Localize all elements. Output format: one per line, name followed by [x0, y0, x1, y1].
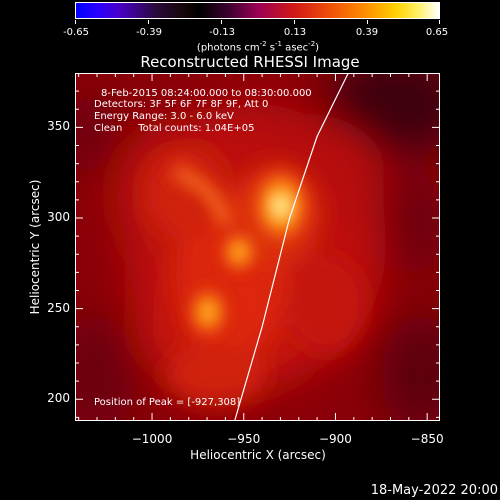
colorbar-tick-label: 0.13	[283, 27, 307, 38]
x-axis-label: Heliocentric X (arcsec)	[190, 448, 326, 462]
x-tick-label: −900	[318, 432, 352, 446]
colorbar-tick-label: -0.39	[136, 27, 162, 38]
y-tick-label: 250	[47, 300, 70, 315]
chart-title: Reconstructed RHESSI Image	[140, 53, 360, 71]
colorbar-tick-label: -0.13	[209, 27, 235, 38]
detectors-text: Detectors: 3F 5F 6F 7F 8F 9F, Att 0	[94, 99, 269, 110]
clean-counts-text: Clean Total counts: 1.04E+05	[94, 123, 255, 134]
plot-overlay	[75, 73, 440, 421]
colorbar-tick-label: -0.65	[63, 27, 89, 38]
x-tick-label: −1000	[131, 432, 173, 446]
y-tick-label: 350	[47, 119, 70, 134]
colorbar-tick	[148, 20, 149, 24]
colorbar-tick	[75, 20, 76, 24]
colorbar-units: (photons cm-2 s-1 asec-2)	[196, 40, 320, 54]
x-tick-label: −850	[410, 432, 444, 446]
heatmap-image	[76, 74, 439, 420]
x-tick-label: −950	[227, 432, 261, 446]
energy-range-text: Energy Range: 3.0 - 6.0 keV	[94, 111, 234, 122]
y-tick-label: 200	[47, 391, 70, 406]
colorbar-tick-label: 0.65	[425, 27, 449, 38]
plot-area	[75, 73, 440, 421]
colorbar-tick	[367, 20, 368, 24]
peak-position-text: Position of Peak = [-927,308]	[94, 397, 241, 408]
timestamp: 18-May-2022 20:00	[370, 483, 498, 498]
y-axis-label: Heliocentric Y (arcsec)	[28, 179, 42, 315]
colorbar-tick-label: 0.39	[355, 27, 379, 38]
time-range-text: 8-Feb-2015 08:24:00.000 to 08:30:00.000	[101, 88, 312, 99]
colorbar-tick	[221, 20, 222, 24]
colorbar	[75, 2, 440, 19]
y-tick-label: 300	[47, 210, 70, 224]
colorbar-tick	[439, 20, 440, 24]
colorbar-tick	[294, 20, 295, 24]
solar-limb-line	[234, 73, 349, 421]
